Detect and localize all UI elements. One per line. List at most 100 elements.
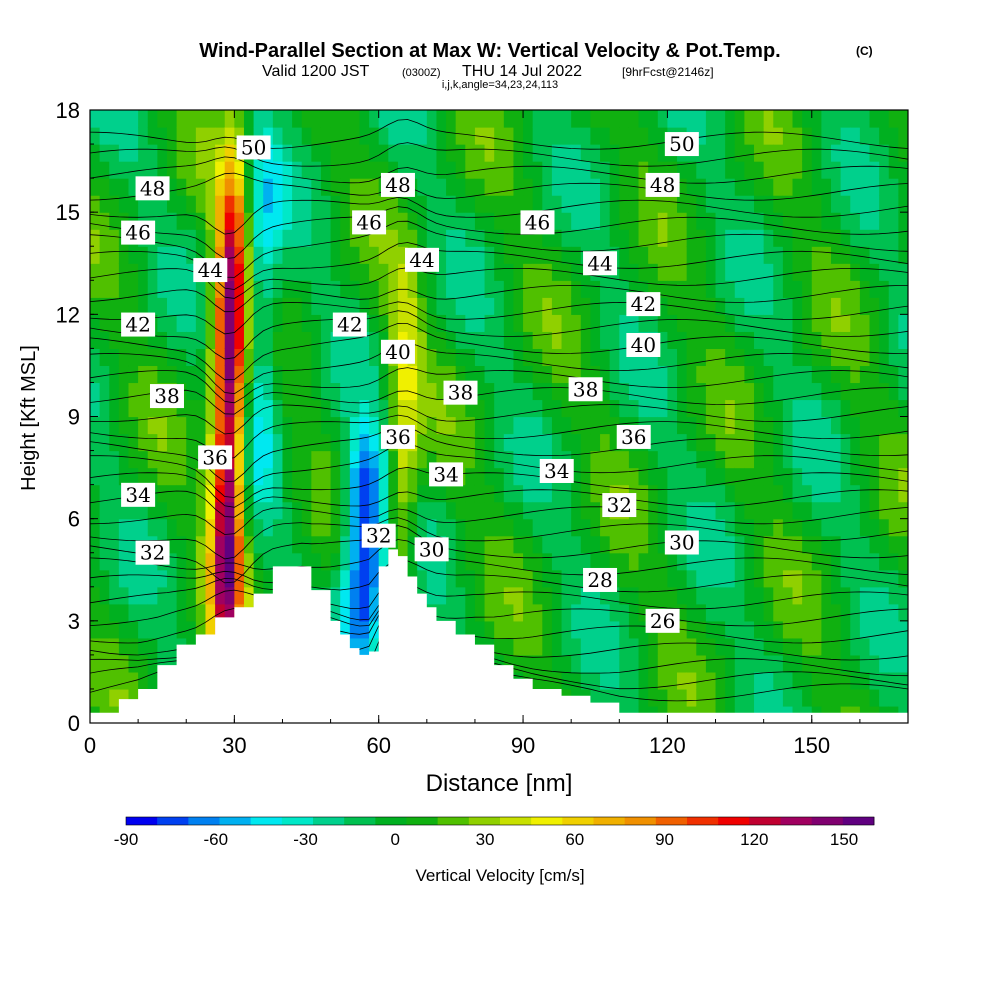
field-cell bbox=[782, 484, 794, 503]
field-cell bbox=[118, 688, 130, 707]
field-cell bbox=[263, 484, 274, 503]
field-cell bbox=[734, 331, 745, 349]
field-cell bbox=[388, 399, 399, 418]
field-cell bbox=[850, 161, 861, 179]
field-cell bbox=[648, 348, 659, 367]
field-cell bbox=[388, 263, 399, 281]
field-cell bbox=[600, 688, 611, 707]
field-cell bbox=[792, 501, 803, 520]
field-cell bbox=[542, 654, 553, 673]
field-cell bbox=[311, 297, 322, 315]
field-cell bbox=[677, 552, 688, 571]
field-cell bbox=[811, 246, 822, 264]
field-cell bbox=[243, 110, 255, 128]
isentrope-label-bg bbox=[616, 424, 651, 449]
field-cell bbox=[90, 212, 101, 230]
field-cell bbox=[513, 433, 524, 452]
field-cell bbox=[205, 382, 216, 401]
field-cell bbox=[109, 229, 120, 247]
field-cell bbox=[782, 620, 794, 639]
field-cell bbox=[859, 229, 871, 247]
field-cell bbox=[436, 331, 447, 349]
field-cell bbox=[359, 484, 370, 503]
field-cell bbox=[455, 399, 466, 418]
field-cell bbox=[205, 314, 216, 332]
field-cell bbox=[243, 365, 255, 384]
field-cell bbox=[186, 110, 197, 128]
field-cell bbox=[503, 280, 515, 298]
field-cell bbox=[715, 110, 726, 128]
colorbar-swatch bbox=[562, 817, 594, 825]
field-cell bbox=[272, 263, 284, 281]
field-cell bbox=[253, 229, 264, 247]
field-cell bbox=[734, 620, 745, 639]
field-cell bbox=[176, 450, 187, 469]
field-cell bbox=[840, 433, 851, 452]
field-cell bbox=[638, 518, 649, 537]
field-cell bbox=[696, 501, 707, 520]
subtitle-utc: (0300Z) bbox=[402, 67, 441, 79]
field-cell bbox=[205, 348, 216, 367]
field-cell bbox=[821, 127, 832, 145]
x-axis-label: Distance [nm] bbox=[426, 770, 573, 797]
field-cell bbox=[118, 416, 130, 435]
field-cell bbox=[446, 280, 457, 298]
field-cell bbox=[840, 297, 851, 315]
field-cell bbox=[811, 348, 822, 367]
isentrope-line bbox=[90, 342, 908, 395]
field-cell bbox=[686, 212, 697, 230]
field-cell bbox=[243, 535, 255, 554]
field-cell bbox=[686, 348, 697, 367]
field-cell bbox=[821, 620, 832, 639]
isentrope-label-bg bbox=[121, 312, 156, 337]
field-cell bbox=[340, 569, 351, 588]
field-cell bbox=[147, 433, 158, 452]
field-cell bbox=[224, 467, 235, 486]
field-cell bbox=[888, 637, 899, 656]
field-cell bbox=[580, 127, 592, 145]
field-cell bbox=[811, 637, 822, 656]
field-cell bbox=[186, 416, 197, 435]
field-cell bbox=[138, 467, 149, 486]
field-cell bbox=[619, 569, 630, 588]
field-cell bbox=[831, 433, 842, 452]
field-cell bbox=[446, 178, 457, 196]
field-cell bbox=[138, 110, 149, 128]
field-cell bbox=[600, 144, 611, 162]
field-cell bbox=[417, 161, 428, 179]
field-cell bbox=[773, 246, 784, 264]
field-cell bbox=[532, 229, 543, 247]
field-cell bbox=[503, 603, 515, 622]
field-cell bbox=[571, 314, 582, 332]
field-cell bbox=[282, 348, 293, 367]
field-cell bbox=[850, 688, 861, 707]
field-cell bbox=[378, 144, 389, 162]
field-cell bbox=[465, 331, 476, 349]
field-cell bbox=[792, 263, 803, 281]
field-cell bbox=[369, 484, 380, 503]
field-cell bbox=[705, 552, 717, 571]
field-cell bbox=[128, 280, 139, 298]
field-cell bbox=[600, 178, 611, 196]
field-cell bbox=[359, 246, 370, 264]
field-cell bbox=[311, 127, 322, 145]
title-mark: (C) bbox=[856, 44, 873, 58]
field-cell bbox=[138, 433, 149, 452]
field-cell bbox=[840, 110, 851, 128]
field-cell bbox=[725, 161, 736, 179]
field-cell bbox=[243, 195, 255, 213]
field-cell bbox=[725, 280, 736, 298]
field-cell bbox=[619, 144, 630, 162]
field-cell bbox=[311, 416, 322, 435]
field-cell bbox=[503, 127, 515, 145]
field-cell bbox=[754, 535, 765, 554]
field-cell bbox=[234, 280, 245, 298]
field-cell bbox=[696, 654, 707, 673]
field-cell bbox=[840, 603, 851, 622]
field-cell bbox=[378, 229, 389, 247]
field-cell bbox=[763, 110, 774, 128]
field-cell bbox=[744, 654, 755, 673]
field-cell bbox=[888, 178, 899, 196]
field-cell bbox=[725, 671, 736, 690]
field-cell bbox=[523, 110, 534, 128]
